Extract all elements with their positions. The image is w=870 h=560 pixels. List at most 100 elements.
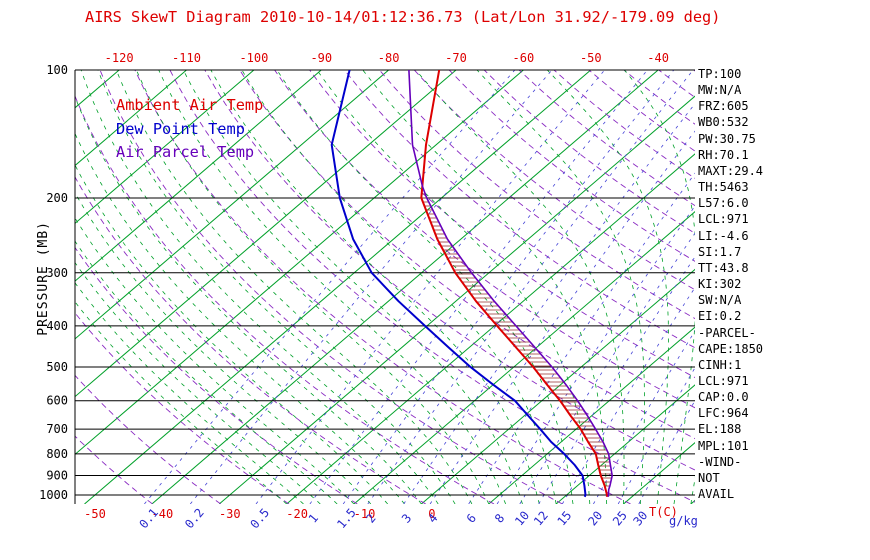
stat-line: PW:30.75 [698,131,756,146]
stat-line: LI:-4.6 [698,228,749,243]
moist-adiabat-line [476,70,645,504]
dry-adiabat-line [75,94,495,504]
dry-adiabat-line [204,70,695,471]
stat-line: LFC:964 [698,406,749,421]
mixing-ratio-line [638,399,695,504]
moist-adiabat-line [75,282,304,504]
curve-ambient-air-temp [420,70,608,497]
bottom-temp-label: 0 [428,507,435,521]
stat-line: WB0:532 [698,115,749,130]
mixing-ratio-line [468,172,695,504]
mixing-ratio-line [538,256,695,504]
stat-line: -PARCEL- [698,325,756,340]
stats-panel: TP:100 MW:N/A FRZ:605 WB0:532 PW:30.75 RH:70.… [698,66,763,502]
chart-title: AIRS SkewT Diagram 2010-10-14/01:12:36.7… [85,8,721,26]
moist-adiabat-line [75,261,321,504]
mixing-ratio-line [561,286,695,504]
legend-air-parcel-temp: Air Parcel Temp [116,143,255,161]
moist-adiabat-line [158,70,506,504]
pressure-tick-label: 100 [46,63,68,77]
moist-adiabat-line [97,70,456,504]
dry-adiabat-line [75,246,358,504]
mixing-ratio-line [617,366,695,504]
stat-line: CAP:0.0 [698,390,749,405]
isotherm-line [286,153,695,504]
temp-unit-label: T(C) [649,505,678,519]
bottom-temp-label: -20 [286,507,308,521]
isotherm-line [75,70,389,340]
dry-adiabat-line [75,312,290,504]
skewt-background [75,70,870,504]
dry-adiabat-line [799,70,870,504]
stat-line: TP:100 [698,67,742,81]
mixing-ratio-line [255,70,605,504]
isotherm-line [75,70,255,225]
moist-adiabat-line [241,70,557,504]
dry-adiabat-line [99,70,563,504]
stat-line: SI:1.7 [698,244,742,259]
stat-line: AVAIL [698,487,735,502]
isotherm-line [75,70,120,109]
moist-adiabat-line [415,70,625,504]
mixing-ratio-line [342,70,675,504]
pressure-tick-label: 900 [46,469,68,483]
mixing-ratio-label: 0.5 [248,506,273,532]
sounding-layer [330,70,613,498]
pressure-tick-label: 600 [46,394,68,408]
isotherm-line [75,70,187,167]
bottom-temp-label: -40 [152,507,174,521]
top-temp-label: -80 [378,51,400,65]
isotherm-line [488,326,695,504]
dry-adiabat-line [344,70,695,349]
stat-line: NOT [698,470,720,485]
isotherm-line [555,384,695,504]
top-temp-label: -60 [513,51,535,65]
moist-adiabat-line [75,164,388,504]
bottom-temp-label: -30 [219,507,241,521]
legend-dew-point-temp: Dew Point Temp [116,120,245,138]
moist-adiabat-line [80,70,439,504]
mixing-ratio-line [309,70,648,504]
bottom-temp-label: -10 [354,507,376,521]
mixing-ratio-label: 10 [512,508,532,528]
top-temp-label: -120 [105,51,134,65]
stat-line: EI:0.2 [698,309,742,324]
moist-adiabat-line [75,95,422,504]
dry-adiabat-line [413,70,695,291]
moist-adiabat-line [75,240,338,504]
stat-line: KI:302 [698,277,742,292]
stat-line: MAXT:29.4 [698,163,764,178]
stat-line: FRZ:605 [698,99,749,114]
top-temp-label: -50 [580,51,602,65]
mixing-ratio-label: 0.2 [182,506,207,532]
moist-adiabat-line [75,301,287,504]
curve-air-parcel-temp [408,70,613,497]
isotherm-line [84,70,592,504]
dry-adiabat-line [764,70,870,504]
moist-adiabat-line [624,70,695,504]
stat-line: CINH:1 [698,357,742,372]
stat-line: TT:43.8 [698,260,749,275]
top-temp-label: -90 [310,51,332,65]
moist-adiabat-line [316,70,591,504]
mixing-ratio-label: 12 [531,508,551,528]
moist-adiabat-line [75,192,372,504]
stat-line: LCL:971 [698,212,749,227]
mixing-ratio-line [144,70,516,504]
pressure-tick-label: 400 [46,319,68,333]
isotherm-line [218,95,695,504]
stat-line: RH:70.1 [698,147,749,162]
pressure-tick-label: 1000 [39,488,68,502]
pressure-tick-label: 300 [46,266,68,280]
mixing-ratio-label: 15 [554,508,574,528]
pressure-tick-label: 700 [46,422,68,436]
moist-adiabat-line [362,70,608,504]
top-temp-label: -70 [445,51,467,65]
pressure-tick-label: 200 [46,191,68,205]
dry-adiabat-line [169,70,695,503]
isotherm-line [421,268,695,504]
mixing-ratio-label: 8 [492,511,507,526]
dry-adiabat-line [134,70,631,504]
moist-adiabat-line [210,70,540,504]
